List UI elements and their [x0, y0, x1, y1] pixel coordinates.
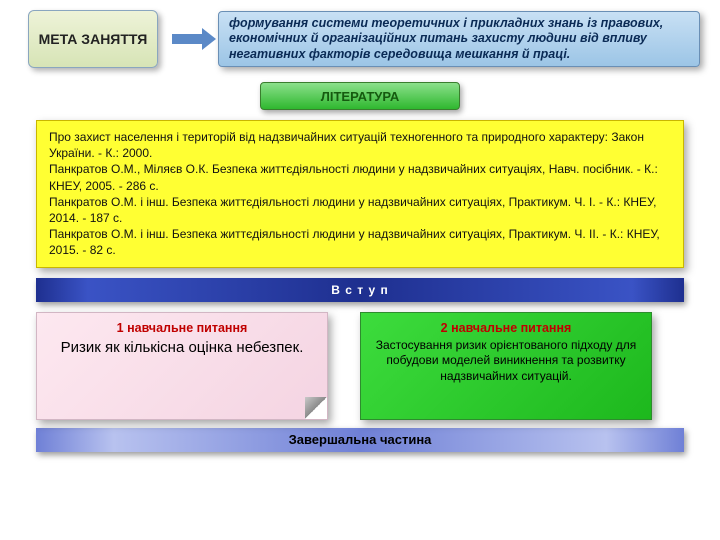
- questions-row: 1 навчальне питання Ризик як кількісна о…: [36, 312, 684, 420]
- intro-bar: В с т у п: [36, 278, 684, 302]
- lesson-goal-text-box: формування системи теоретичних і приклад…: [218, 11, 700, 68]
- literature-body: Про захист населення і територій від над…: [36, 120, 684, 268]
- question-2-title: 2 навчальне питання: [375, 321, 637, 335]
- lesson-goal-label-box: МЕТА ЗАНЯТТЯ: [28, 10, 158, 68]
- lesson-goal-text: формування системи теоретичних і приклад…: [229, 16, 663, 61]
- header-row: МЕТА ЗАНЯТТЯ формування системи теоретич…: [0, 0, 720, 76]
- literature-text: Про захист населення і територій від над…: [49, 130, 660, 257]
- literature-label-box: ЛІТЕРАТУРА: [260, 82, 460, 110]
- final-bar-label: Завершальна частина: [289, 432, 432, 447]
- arrow-icon: [172, 34, 204, 44]
- question-2-text: Застосування ризик орієнтованого підходу…: [375, 338, 637, 385]
- final-bar: Завершальна частина: [36, 428, 684, 452]
- question-card-2: 2 навчальне питання Застосування ризик о…: [360, 312, 652, 420]
- literature-label: ЛІТЕРАТУРА: [321, 89, 400, 104]
- lesson-goal-label: МЕТА ЗАНЯТТЯ: [39, 31, 148, 47]
- page-curl-icon: [305, 397, 327, 419]
- intro-bar-label: В с т у п: [331, 283, 388, 297]
- question-card-1: 1 навчальне питання Ризик як кількісна о…: [36, 312, 328, 420]
- question-1-text: Ризик як кількісна оцінка небезпек.: [51, 338, 313, 358]
- question-1-title: 1 навчальне питання: [51, 321, 313, 335]
